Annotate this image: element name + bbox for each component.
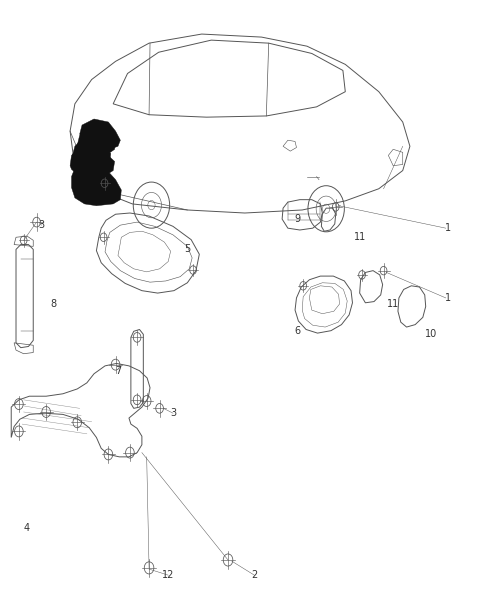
Text: 12: 12 [162, 570, 174, 580]
Text: 8: 8 [50, 299, 57, 309]
Text: 6: 6 [294, 326, 300, 336]
Text: 1: 1 [445, 293, 451, 303]
Text: 5: 5 [184, 244, 191, 254]
Text: 11: 11 [354, 232, 366, 242]
Text: 2: 2 [251, 570, 257, 580]
Text: 1: 1 [445, 223, 451, 233]
Polygon shape [72, 166, 121, 206]
Text: 3: 3 [170, 408, 176, 418]
Text: 11: 11 [387, 299, 399, 309]
Polygon shape [70, 148, 115, 178]
Polygon shape [72, 142, 111, 168]
Polygon shape [80, 119, 120, 150]
Text: 7: 7 [115, 366, 121, 376]
Text: 3: 3 [38, 220, 45, 230]
Text: 10: 10 [425, 330, 438, 339]
Text: 4: 4 [24, 523, 30, 533]
Text: 9: 9 [294, 214, 300, 224]
Polygon shape [77, 130, 116, 157]
